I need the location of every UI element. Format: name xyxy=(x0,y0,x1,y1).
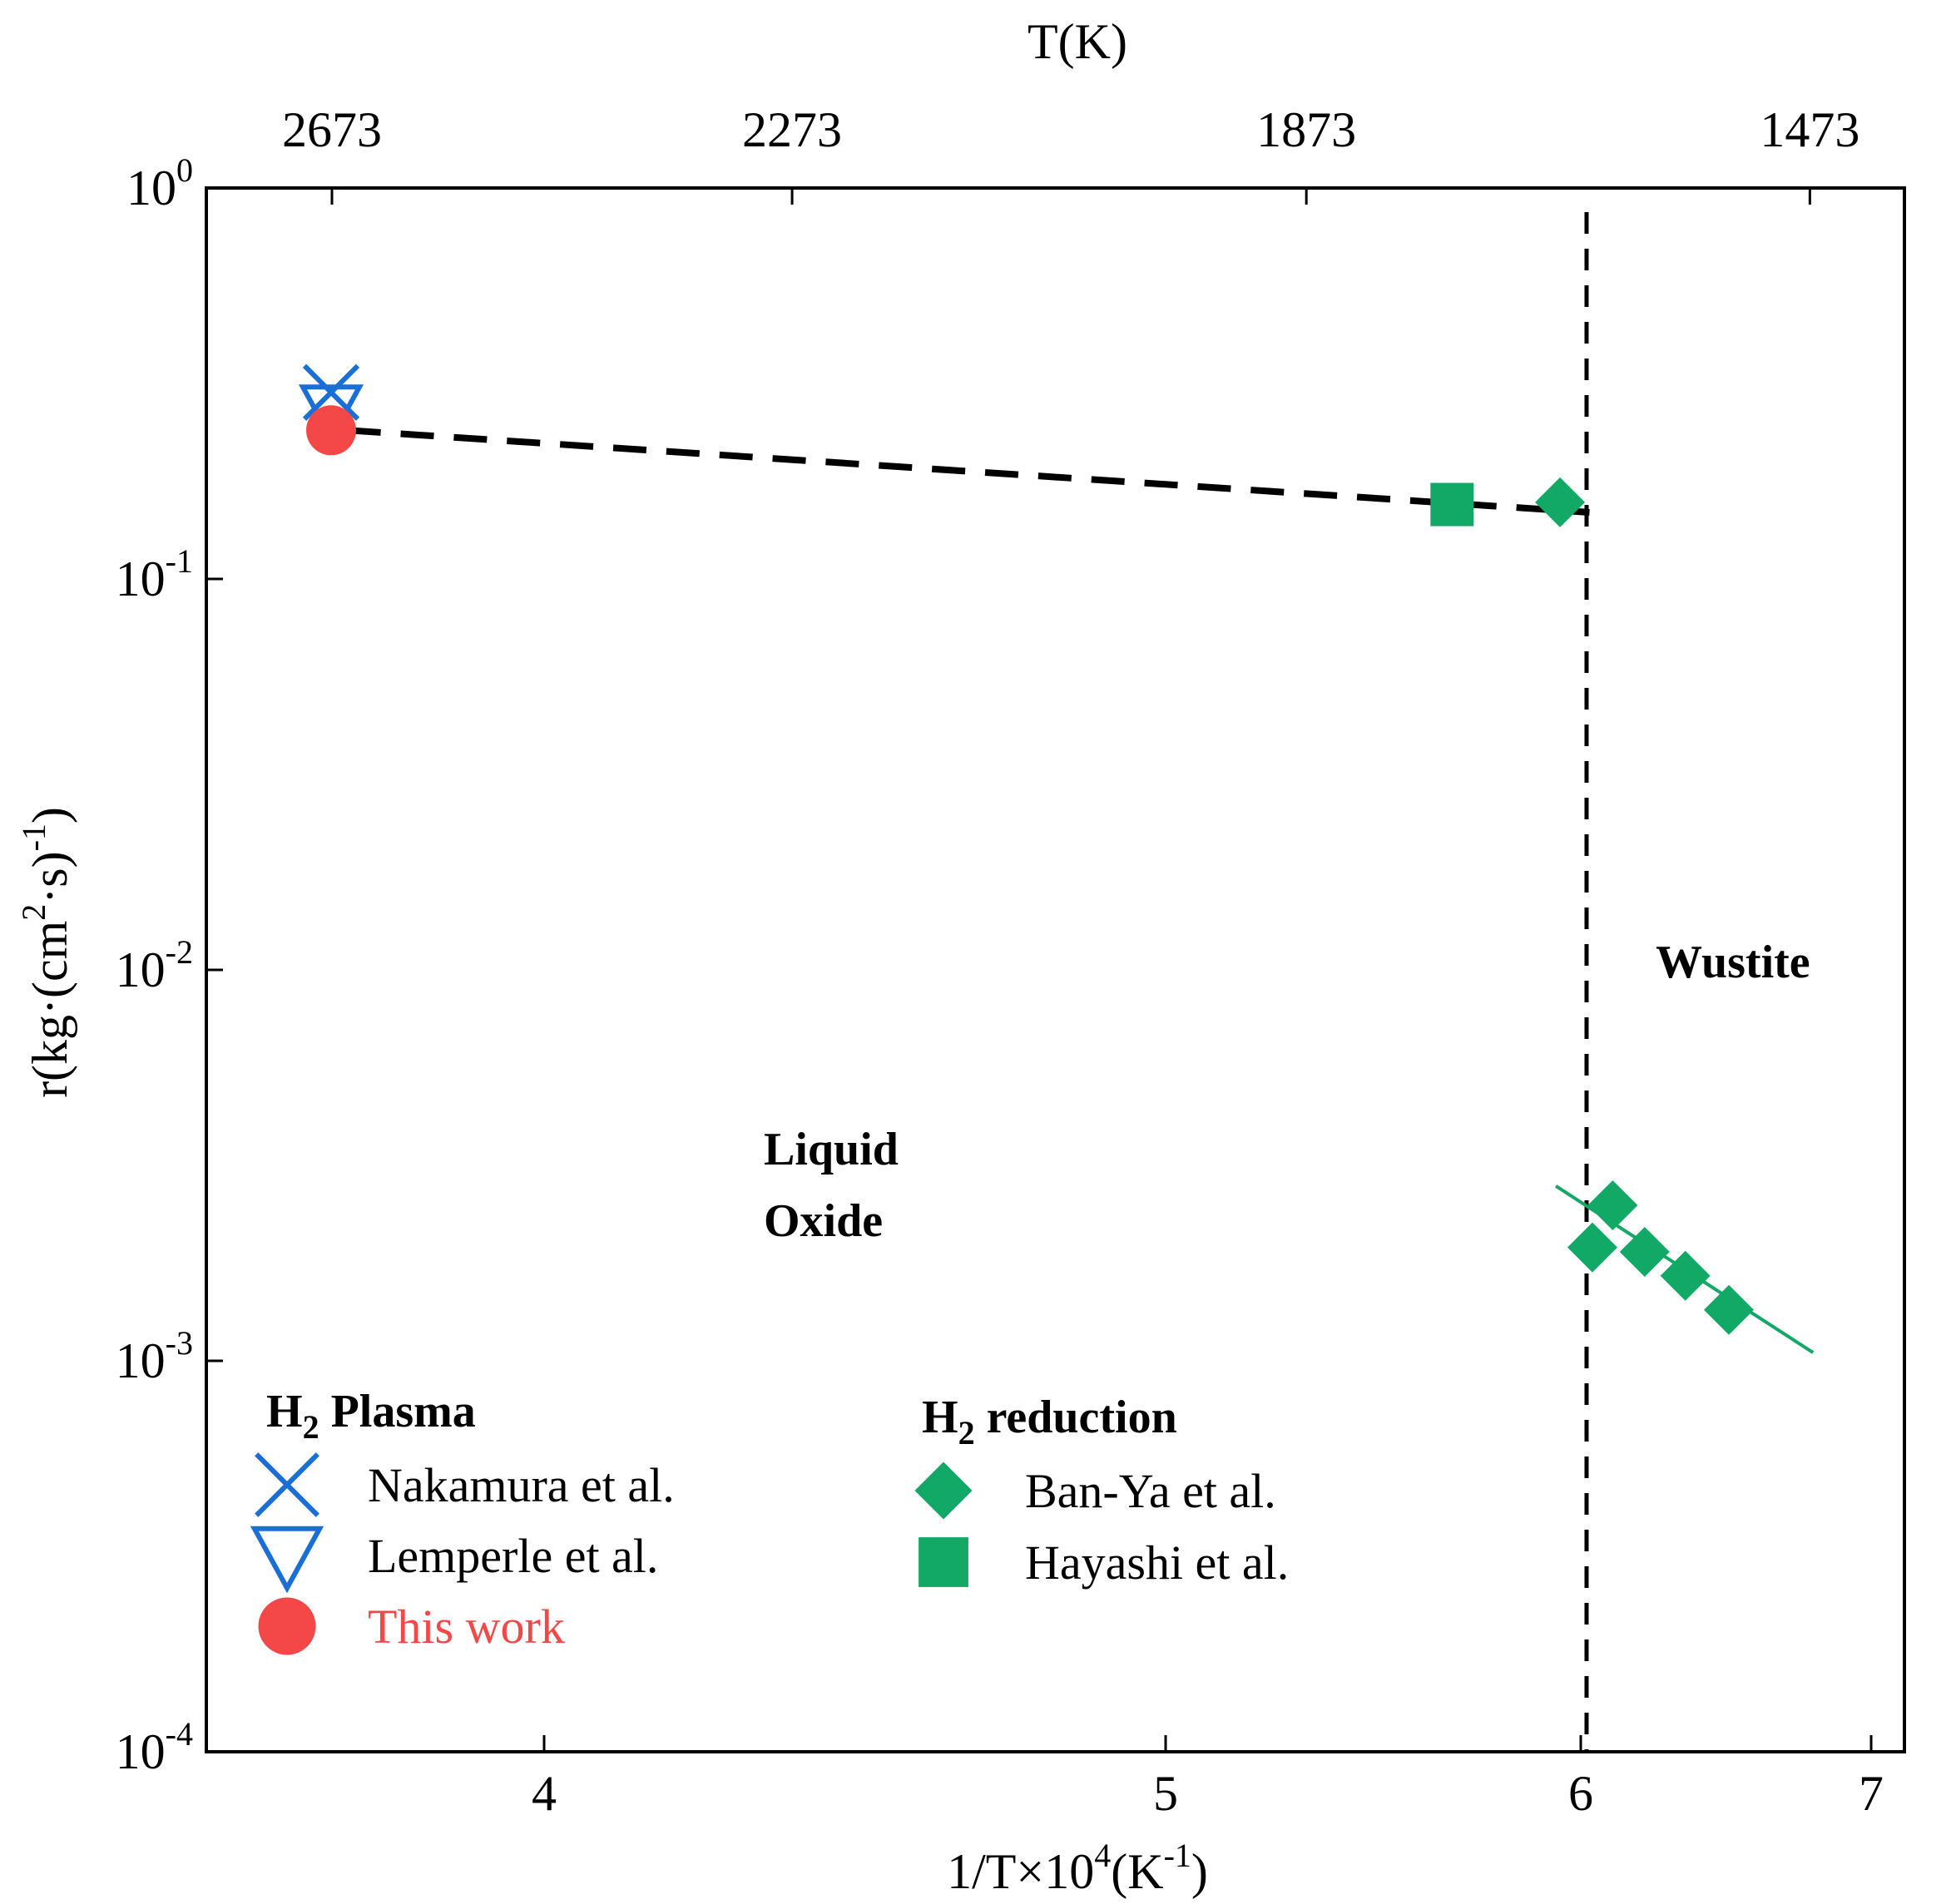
top-tick-label: 2673 xyxy=(282,102,382,157)
x-tick-label: 7 xyxy=(1859,1766,1884,1821)
y-axis-title-group: r(kg·(cm2·s)-1) xyxy=(15,807,77,1098)
legend-label: Hayashi et al. xyxy=(1025,1536,1289,1590)
top-tick-label: 1873 xyxy=(1256,102,1356,157)
top-axis-title: T(K) xyxy=(1028,14,1127,69)
legend-label: This work xyxy=(368,1600,565,1654)
data-point-diamond xyxy=(1660,1250,1711,1301)
legend-marker-triangle-down xyxy=(250,1526,324,1594)
data-point-diamond xyxy=(1703,1284,1754,1335)
y-axis-title: r(kg·(cm2·s)-1) xyxy=(15,807,77,1098)
legend-marker-x xyxy=(255,1452,319,1517)
top-tick-label: 1473 xyxy=(1760,102,1859,157)
legend-group-title: H2 Plasma xyxy=(266,1386,476,1446)
region-label-wustite: Wustite xyxy=(1656,937,1810,988)
top-tick-label: 2273 xyxy=(742,102,842,157)
data-point-circle xyxy=(306,405,356,456)
data-point-diamond xyxy=(1587,1179,1638,1230)
legend-label: Lemperle et al. xyxy=(368,1529,658,1583)
data-point-square xyxy=(1430,482,1474,527)
x-axis-title: 1/T×104(K-1) xyxy=(947,1837,1208,1899)
y-tick-label: 10-1 xyxy=(116,542,193,606)
data-point-diamond xyxy=(1567,1222,1617,1273)
y-tick-label: 10-2 xyxy=(116,933,193,997)
y-tick-label: 10-3 xyxy=(116,1324,193,1388)
x-tick-label: 4 xyxy=(532,1766,557,1821)
legend-group-title: H2 reduction xyxy=(922,1392,1177,1451)
y-tick-label: 10-4 xyxy=(116,1715,193,1779)
legend-marker-diamond xyxy=(914,1461,973,1520)
data-point-diamond xyxy=(1619,1226,1670,1277)
legend-label: Ban-Ya et al. xyxy=(1025,1464,1276,1518)
y-tick-label: 100 xyxy=(126,151,193,215)
region-label-liquid-oxide: Liquid xyxy=(764,1124,899,1175)
x-tick-label: 5 xyxy=(1153,1766,1178,1821)
legend-label: Nakamura et al. xyxy=(368,1458,675,1512)
legend-marker-square xyxy=(919,1537,968,1587)
data-point-diamond xyxy=(1535,477,1586,527)
legend-marker-circle xyxy=(258,1597,316,1655)
x-tick-label: 6 xyxy=(1568,1766,1593,1821)
liquid-fit-line xyxy=(347,427,1590,516)
region-label-liquid-oxide: Oxide xyxy=(764,1195,883,1247)
